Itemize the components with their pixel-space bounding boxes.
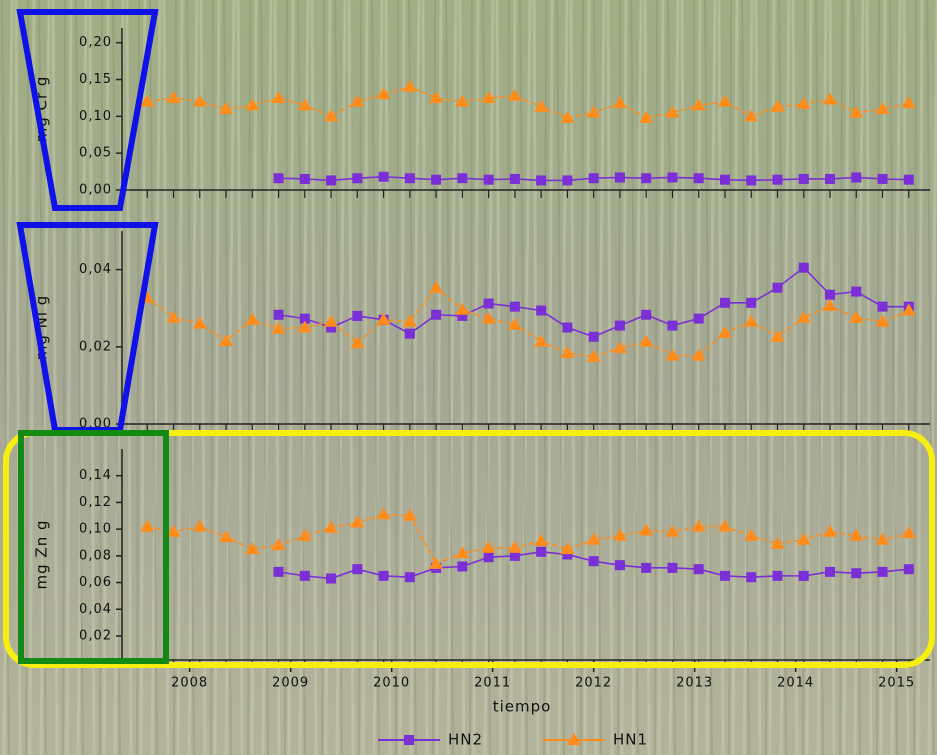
x-axis-label: tiempo [493, 698, 552, 716]
x-tick-label: 2010 [373, 676, 410, 691]
marker [352, 311, 362, 321]
y-axis-label: mg Zn g [33, 520, 51, 590]
marker [274, 310, 284, 320]
x-tick-label: 2011 [474, 676, 511, 691]
y-tick-label: 0,10 [79, 109, 112, 124]
marker [694, 173, 704, 183]
marker [904, 175, 914, 185]
marker [510, 174, 520, 184]
marker [772, 283, 782, 293]
marker [274, 567, 284, 577]
x-tick-label: 2014 [777, 676, 814, 691]
legend-label: HN1 [613, 731, 648, 749]
marker [799, 174, 809, 184]
marker [878, 302, 888, 312]
marker [404, 735, 414, 745]
marker [641, 310, 651, 320]
y-tick-label: 0,10 [79, 522, 112, 537]
marker [772, 175, 782, 185]
marker [799, 263, 809, 273]
marker [379, 571, 389, 581]
marker [431, 175, 441, 185]
y-tick-label: 0,14 [79, 468, 112, 483]
marker [510, 302, 520, 312]
y-tick-label: 0,06 [79, 575, 112, 590]
marker [825, 174, 835, 184]
marker [825, 290, 835, 300]
marker [694, 314, 704, 324]
marker [352, 173, 362, 183]
marker [457, 173, 467, 183]
marker [352, 564, 362, 574]
marker [904, 564, 914, 574]
marker [720, 571, 730, 581]
marker [326, 574, 336, 584]
marker [562, 175, 572, 185]
marker [589, 332, 599, 342]
marker [562, 323, 572, 333]
marker [667, 563, 677, 573]
x-tick-label: 2015 [878, 676, 915, 691]
marker [825, 567, 835, 577]
y-tick-label: 0,04 [79, 602, 112, 617]
marker [536, 547, 546, 557]
x-tick-label: 2008 [171, 676, 208, 691]
marker [536, 306, 546, 316]
marker [746, 175, 756, 185]
marker [589, 173, 599, 183]
marker [851, 287, 861, 297]
marker [641, 173, 651, 183]
marker [326, 175, 336, 185]
y-tick-label: 0,00 [79, 183, 112, 198]
marker [300, 571, 310, 581]
y-tick-label: 0,08 [79, 548, 112, 563]
y-tick-label: 0,02 [79, 628, 112, 643]
y-tick-label: 0,04 [79, 262, 112, 277]
x-tick-label: 2009 [272, 676, 309, 691]
marker [615, 321, 625, 331]
marker [615, 560, 625, 570]
marker [484, 175, 494, 185]
y-tick-label: 0,12 [79, 495, 112, 510]
marker [589, 556, 599, 566]
marker [772, 571, 782, 581]
marker [379, 172, 389, 182]
marker [667, 321, 677, 331]
x-tick-label: 2012 [575, 676, 612, 691]
marker [799, 571, 809, 581]
marker [536, 175, 546, 185]
marker [878, 567, 888, 577]
y-tick-label: 0,20 [79, 35, 112, 50]
marker [851, 172, 861, 182]
marker [405, 329, 415, 339]
marker [405, 572, 415, 582]
marker [274, 173, 284, 183]
marker [457, 562, 467, 572]
marker [667, 172, 677, 182]
chart: 0,000,050,100,150,20mg Cr g0,000,020,04m… [0, 0, 937, 755]
x-tick-label: 2013 [676, 676, 713, 691]
y-tick-label: 0,15 [79, 72, 112, 87]
legend-label: HN2 [448, 731, 483, 749]
marker [878, 174, 888, 184]
marker [300, 174, 310, 184]
marker [746, 298, 756, 308]
marker [746, 572, 756, 582]
marker [484, 552, 494, 562]
background-texture [0, 0, 937, 755]
marker [720, 175, 730, 185]
y-tick-label: 0,05 [79, 146, 112, 161]
marker [851, 568, 861, 578]
marker [720, 298, 730, 308]
marker [431, 310, 441, 320]
marker [641, 563, 651, 573]
marker [615, 172, 625, 182]
marker [694, 564, 704, 574]
marker [405, 173, 415, 183]
y-tick-label: 0,02 [79, 339, 112, 354]
marker [484, 299, 494, 309]
